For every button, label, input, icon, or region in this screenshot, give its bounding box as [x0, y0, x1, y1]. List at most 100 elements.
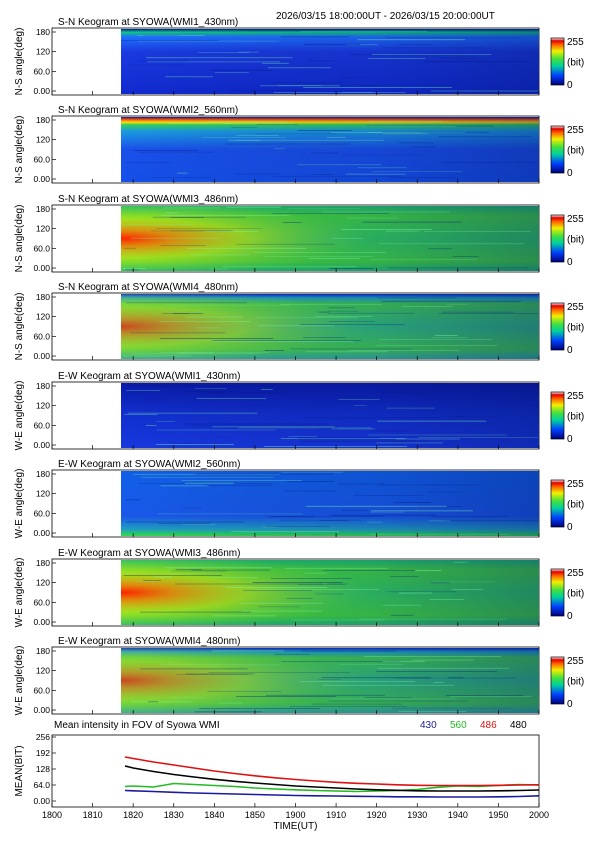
mean-x-tick-label: 1930 [407, 810, 427, 820]
y-tick-label: 60.0 [33, 685, 50, 695]
keogram-shade [121, 294, 539, 359]
colorbar-unit-label: (bit) [567, 589, 584, 600]
keogram-panel-4: S-N Keogram at SYOWA(WMI4_480nm) 0.00 60.0… [14, 282, 584, 361]
colorbar-min-label: 0 [567, 168, 573, 179]
mean-y-tick-label: 256 [36, 732, 50, 742]
colorbar-min-label: 0 [567, 699, 573, 710]
y-tick-label: 60.0 [33, 66, 50, 76]
mean-intensity-panel: Mean intensity in FOV of Syowa WMI 430 560… [14, 720, 549, 832]
mean-y-tick-label: 0.00 [33, 796, 50, 806]
mean-x-tick-label: 2000 [529, 810, 549, 820]
y-tick-label: 120 [36, 312, 50, 322]
panel-title: E-W Keogram at SYOWA(WMI4_480nm) [58, 636, 240, 647]
y-tick-label: 120 [36, 135, 50, 145]
colorbar-unit-label: (bit) [567, 677, 584, 688]
legend-label-480: 480 [510, 720, 527, 731]
colorbar-max-label: 255 [567, 568, 584, 579]
y-tick-label: 180 [36, 292, 50, 302]
y-axis-label: W-E angle(deg) [14, 646, 25, 716]
y-tick-label: 60.0 [33, 508, 50, 518]
keogram-panel-6: E-W Keogram at SYOWA(WMI2_560nm) 0.00 60.0… [14, 459, 584, 538]
keogram-shade [121, 648, 539, 713]
mean-panel-title: Mean intensity in FOV of Syowa WMI [54, 720, 220, 731]
colorbar-unit-label: (bit) [567, 412, 584, 423]
y-axis-label: W-E angle(deg) [14, 469, 25, 539]
colorbar-min-label: 0 [567, 345, 573, 356]
y-axis-label: W-E angle(deg) [14, 381, 25, 451]
y-tick-label: 0.00 [33, 174, 50, 184]
panel-title: E-W Keogram at SYOWA(WMI1_430nm) [58, 371, 240, 382]
keogram-panel-1: S-N Keogram at SYOWA(WMI1_430nm) 0.00 60.0… [14, 17, 584, 96]
y-tick-label: 0.00 [33, 440, 50, 450]
mean-x-tick-label: 1800 [42, 810, 62, 820]
y-tick-label: 120 [36, 224, 50, 234]
colorbar-max-label: 255 [567, 391, 584, 402]
colorbar [550, 391, 565, 440]
mean-x-tick-label: 1810 [83, 810, 103, 820]
keogram-panel-8: E-W Keogram at SYOWA(WMI4_480nm) 0.00 60.0… [14, 636, 584, 715]
series-line-430 [124, 789, 540, 798]
y-tick-label: 180 [36, 469, 50, 479]
colorbar-max-label: 255 [567, 302, 584, 313]
colorbar-min-label: 0 [567, 257, 573, 268]
y-axis-label: W-E angle(deg) [14, 558, 25, 628]
y-tick-label: 60.0 [33, 420, 50, 430]
colorbar [550, 125, 565, 174]
colorbar-min-label: 0 [567, 522, 573, 533]
colorbar-unit-label: (bit) [567, 500, 584, 511]
mean-x-tick-label: 1910 [326, 810, 346, 820]
colorbar [550, 302, 565, 351]
panel-title: S-N Keogram at SYOWA(WMI3_486nm) [58, 194, 238, 205]
mean-x-tick-label: 1850 [245, 810, 265, 820]
colorbar [550, 568, 565, 617]
mean-x-tick-label: 1900 [285, 810, 305, 820]
y-tick-label: 180 [36, 115, 50, 125]
mean-x-tick-label: 1920 [367, 810, 387, 820]
series-line-480 [124, 765, 540, 792]
y-tick-label: 120 [36, 401, 50, 411]
y-tick-label: 180 [36, 381, 50, 391]
mean-y-tick-label: 192 [36, 748, 50, 758]
colorbar-max-label: 255 [567, 37, 584, 48]
y-tick-label: 0.00 [33, 705, 50, 715]
legend-label-560: 560 [450, 720, 467, 731]
y-axis-label: N-S angle(deg) [14, 293, 25, 361]
panel-title: S-N Keogram at SYOWA(WMI2_560nm) [58, 105, 238, 116]
y-tick-label: 120 [36, 578, 50, 588]
y-tick-label: 180 [36, 27, 50, 37]
colorbar [550, 37, 565, 86]
legend-label-486: 486 [480, 720, 497, 731]
mean-x-tick-label: 1950 [488, 810, 508, 820]
mean-y-tick-label: 128 [36, 764, 50, 774]
series-line-486 [124, 756, 540, 787]
panel-title: E-W Keogram at SYOWA(WMI2_560nm) [58, 459, 240, 470]
panel-title: S-N Keogram at SYOWA(WMI4_480nm) [58, 282, 238, 293]
keogram-shade [121, 560, 539, 625]
keogram-panel-7: E-W Keogram at SYOWA(WMI3_486nm) 0.00 60.0… [14, 548, 584, 627]
legend-label-430: 430 [420, 720, 437, 731]
mean-x-tick-label: 1820 [123, 810, 143, 820]
panel-title: S-N Keogram at SYOWA(WMI1_430nm) [58, 17, 238, 28]
keogram-shade [121, 117, 539, 182]
y-tick-label: 120 [36, 666, 50, 676]
keogram-panel-2: S-N Keogram at SYOWA(WMI2_560nm) 0.00 60.0… [14, 105, 584, 184]
y-tick-label: 0.00 [33, 263, 50, 273]
y-tick-label: 0.00 [33, 528, 50, 538]
colorbar [550, 214, 565, 263]
time-range-label: 2026/03/15 18:00:00UT - 2026/03/15 20:00… [276, 11, 495, 22]
y-tick-label: 180 [36, 646, 50, 656]
colorbar-min-label: 0 [567, 80, 573, 91]
y-tick-label: 60.0 [33, 597, 50, 607]
colorbar-unit-label: (bit) [567, 235, 584, 246]
panel-title: E-W Keogram at SYOWA(WMI3_486nm) [58, 548, 240, 559]
y-axis-label: N-S angle(deg) [14, 28, 25, 96]
y-tick-label: 60.0 [33, 331, 50, 341]
y-tick-label: 180 [36, 558, 50, 568]
y-tick-label: 0.00 [33, 351, 50, 361]
mean-y-tick-label: 64.0 [33, 780, 50, 790]
y-axis-label: N-S angle(deg) [14, 205, 25, 273]
keogram-panel-5: E-W Keogram at SYOWA(WMI1_430nm) 0.00 60.0… [14, 371, 584, 450]
mean-x-tick-label: 1840 [204, 810, 224, 820]
y-axis-label: N-S angle(deg) [14, 116, 25, 184]
